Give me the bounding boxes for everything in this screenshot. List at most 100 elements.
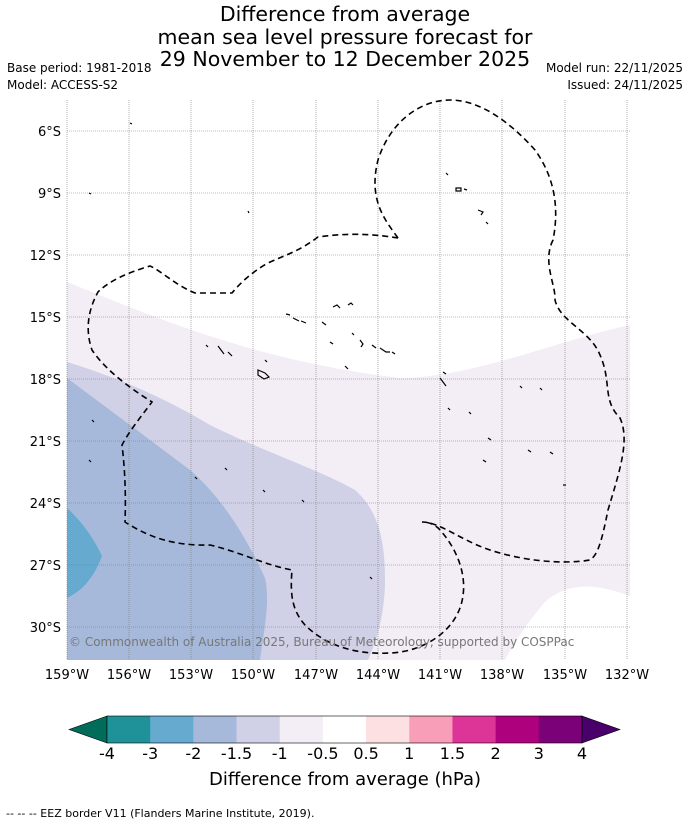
colorbar-tick-label: -0.5 xyxy=(307,744,339,763)
latitude-tick-label: 6°S xyxy=(38,125,61,140)
island-outline xyxy=(227,351,233,357)
island-outline xyxy=(485,221,489,225)
latitude-tick-label: 24°S xyxy=(30,497,61,512)
island-outline xyxy=(369,576,373,580)
title-line-1: Difference from average xyxy=(219,2,471,26)
colorbar-low-extension xyxy=(68,715,108,744)
island-outline xyxy=(247,210,250,214)
anomaly-field xyxy=(67,282,630,660)
island-outline xyxy=(224,467,228,471)
colorbar-tick-label: 1 xyxy=(404,744,415,763)
colorbar-tick-label: 0.5 xyxy=(353,744,379,763)
latitude-tick-label: 30°S xyxy=(30,621,61,636)
island-outline xyxy=(194,476,198,480)
island-outline xyxy=(468,411,472,415)
eez-legend: -- -- -- EEZ border V11 (Flanders Marine… xyxy=(6,807,315,820)
colorbar-segment xyxy=(150,716,194,743)
island-outline xyxy=(442,371,447,375)
title-line-2: mean sea level pressure forecast for xyxy=(157,25,533,49)
colorbar-segment xyxy=(322,716,367,743)
colorbar-tick-label: -1 xyxy=(271,744,288,763)
colorbar-tick-label: -3 xyxy=(142,744,159,763)
island-outline xyxy=(88,192,92,195)
longitude-tick-label: 144°W xyxy=(356,668,400,683)
island-outline xyxy=(519,385,523,389)
island-outline xyxy=(301,499,305,503)
colorbar-tick-label: -4 xyxy=(99,744,115,763)
island-outline xyxy=(351,332,355,336)
colorbar-tick-label: 3 xyxy=(533,744,544,763)
island-outline xyxy=(321,321,327,326)
graticule xyxy=(66,100,630,660)
island-outline xyxy=(379,347,390,353)
island-outline xyxy=(344,365,349,370)
island-outline xyxy=(445,172,449,176)
colorbar-high-extension xyxy=(581,715,621,744)
forecast-map: © Commonwealth of Australia 2025, Bureau… xyxy=(30,99,649,683)
map-copyright: © Commonwealth of Australia 2025, Bureau… xyxy=(69,635,574,649)
island-outline xyxy=(527,449,532,453)
island-outline xyxy=(391,351,396,355)
island-outline xyxy=(264,359,268,363)
island-outline xyxy=(129,122,133,125)
island-outline xyxy=(549,451,554,455)
island-outline xyxy=(262,489,266,493)
island-outline xyxy=(88,459,92,463)
island-outline xyxy=(455,187,462,192)
anomaly-band-minus-3-to-minus-2 xyxy=(67,508,102,598)
base-period-label: Base period: 1981-2018 xyxy=(7,61,152,75)
colorbar-segment xyxy=(236,716,281,743)
island-outline xyxy=(285,313,291,316)
colorbar-tick-label: -2 xyxy=(185,744,202,763)
island-outline xyxy=(477,209,484,216)
colorbar-segment xyxy=(538,716,583,743)
longitude-tick-label: 135°W xyxy=(543,668,587,683)
colorbar-tick-label: 2 xyxy=(490,744,501,763)
issued-label: Issued: 24/11/2025 xyxy=(567,78,683,92)
island-outline xyxy=(482,459,487,463)
anomaly-band-minus-2-to-minus-1.5 xyxy=(67,378,268,660)
island-outline xyxy=(371,344,377,349)
longitude-tick-label: 147°W xyxy=(294,668,338,683)
island-outline xyxy=(539,387,543,391)
latitude-tick-label: 21°S xyxy=(30,435,61,450)
colorbar xyxy=(68,715,621,744)
island-outline xyxy=(447,407,451,411)
longitude-tick-label: 159°W xyxy=(45,668,89,683)
colorbar-segment xyxy=(495,716,540,743)
eez-border xyxy=(87,99,625,655)
longitude-tick-label: 138°W xyxy=(480,668,524,683)
colorbar-title: Difference from average (hPa) xyxy=(208,769,482,790)
colorbar-segment xyxy=(409,716,453,743)
colorbar-segment xyxy=(193,716,238,743)
latitude-tick-label: 18°S xyxy=(30,373,61,388)
longitude-tick-label: 141°W xyxy=(418,668,462,683)
model-label: Model: ACCESS-S2 xyxy=(7,78,119,92)
island-outline xyxy=(217,345,225,355)
model-run-label: Model run: 22/11/2025 xyxy=(545,61,683,75)
island-outline xyxy=(300,320,307,324)
latitude-tick-label: 12°S xyxy=(30,249,61,264)
island-outline xyxy=(359,339,364,348)
island-outline xyxy=(347,302,354,306)
island-outline xyxy=(487,437,492,441)
longitude-tick-label: 156°W xyxy=(107,668,151,683)
colorbar-tick-label: 1.5 xyxy=(439,744,466,763)
colorbar-segment xyxy=(452,716,497,743)
island-outline xyxy=(439,377,447,387)
island-outline xyxy=(463,188,468,191)
colorbar-frame xyxy=(106,715,583,744)
latitude-tick-label: 15°S xyxy=(30,311,61,326)
longitude-labels: 159°W 156°W 153°W 150°W 147°W 144°W 141°W 138°W… xyxy=(45,668,649,683)
title-line-3: 29 November to 12 December 2025 xyxy=(159,47,531,71)
latitude-tick-label: 27°S xyxy=(30,559,61,574)
island-outline xyxy=(91,419,95,423)
colorbar-segment xyxy=(107,716,151,743)
longitude-tick-label: 153°W xyxy=(169,668,213,683)
colorbar-tick-label: 4 xyxy=(576,744,588,763)
longitude-tick-label: 132°W xyxy=(605,668,649,683)
colorbar-tick-label: -1.5 xyxy=(220,744,253,763)
island-outline xyxy=(329,341,334,345)
colorbar-segment xyxy=(366,716,410,743)
longitude-tick-label: 150°W xyxy=(231,668,275,683)
